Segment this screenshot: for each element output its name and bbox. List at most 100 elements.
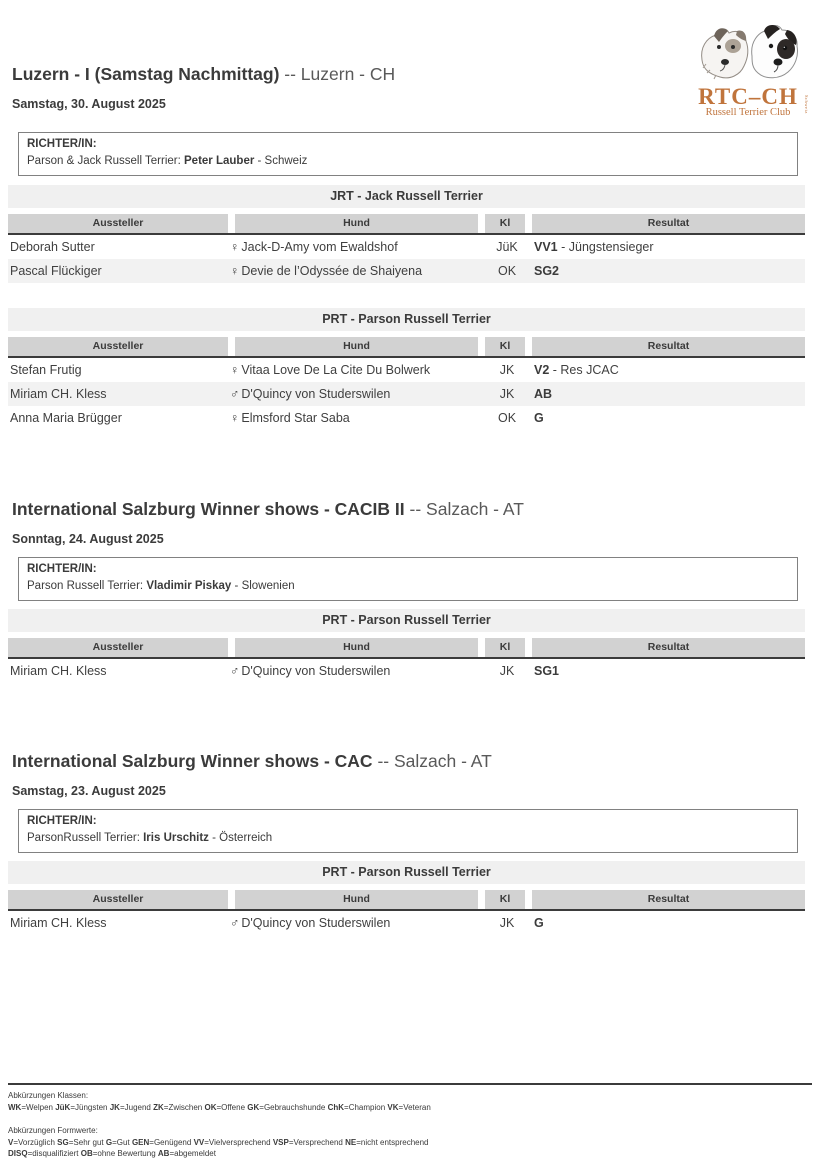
judge-breed: Parson & Jack Russell Terrier: bbox=[27, 155, 185, 167]
col-header-aussteller: Aussteller bbox=[8, 890, 228, 909]
show-title-name: International Salzburg Winner shows - CA… bbox=[12, 499, 405, 519]
class-abbr: OK bbox=[497, 264, 517, 278]
abbr-pair: GEN=Genügend bbox=[131, 1137, 192, 1147]
judge-country: - Schweiz bbox=[254, 155, 308, 167]
abbr-pair: DISQ=disqualifiziert bbox=[8, 1149, 79, 1158]
grades-line-2: DISQ=disqualifiziert OB=ohne Bewertung A… bbox=[8, 1148, 812, 1160]
result-grade: V2 bbox=[534, 363, 550, 377]
abbr-pair: AB=abgemeldet bbox=[157, 1149, 216, 1158]
dog-cell: ♂ D'Quincy von Studerswilen bbox=[230, 911, 480, 935]
sex-icon: ♀ bbox=[230, 411, 240, 425]
col-header-kl: Kl bbox=[485, 890, 525, 909]
result-cell: G bbox=[534, 406, 805, 430]
judge-breed: Parson Russell Terrier: bbox=[27, 580, 147, 592]
exhibitor-name: Miriam CH. Kless bbox=[10, 664, 107, 678]
results-table-jrt: JRT - Jack Russell Terrier Aussteller Hu… bbox=[8, 185, 805, 283]
col-header-hund: Hund bbox=[235, 890, 478, 909]
abbr-pair: ZK=Zwischen bbox=[153, 1102, 203, 1112]
judge-box: RICHTER/IN: Parson & Jack Russell Terrie… bbox=[18, 132, 798, 176]
judge-box: RICHTER/IN: Parson Russell Terrier: Vlad… bbox=[18, 557, 798, 601]
abbreviations-footer: Abkürzungen Klassen: WK=Welpen JüK=Jüngs… bbox=[8, 1083, 812, 1160]
result-grade: G bbox=[534, 916, 544, 930]
judge-label: RICHTER/IN: bbox=[27, 138, 97, 150]
col-header-resultat: Resultat bbox=[532, 638, 805, 657]
table-row: Pascal Flückiger ♀ Devie de l’Odyssée de … bbox=[8, 259, 805, 283]
dog-name: D'Quincy von Studerswilen bbox=[241, 664, 391, 678]
judge-line: Parson & Jack Russell Terrier: Peter Lau… bbox=[27, 153, 789, 170]
abbr-pair: WK=Welpen bbox=[8, 1102, 53, 1112]
judge-name: Iris Urschitz bbox=[143, 832, 209, 844]
result-grade: AB bbox=[534, 387, 553, 401]
dog-name: Devie de l’Odyssée de Shaiyena bbox=[241, 264, 423, 278]
abbr-pair: OK=Offene bbox=[204, 1102, 246, 1112]
col-header-hund: Hund bbox=[235, 337, 478, 356]
abbr-pair: VV=Vielversprechend bbox=[193, 1137, 271, 1147]
results-table-prt: PRT - Parson Russell Terrier Aussteller … bbox=[8, 308, 805, 430]
club-logo: RTC–CH Russell Terrier Club Schweiz bbox=[688, 22, 809, 118]
grades-label: Abkürzungen Formwerte: bbox=[8, 1126, 98, 1135]
judge-name: Peter Lauber bbox=[184, 155, 255, 167]
col-header-kl: Kl bbox=[485, 638, 525, 657]
show-title: International Salzburg Winner shows - CA… bbox=[12, 497, 820, 521]
result-suffix: - Jüngstensieger bbox=[557, 240, 654, 254]
table-column-header: Aussteller Hund Kl Resultat bbox=[8, 890, 805, 911]
judge-box: RICHTER/IN: ParsonRussell Terrier: Iris … bbox=[18, 809, 798, 853]
table-row: Miriam CH. Kless ♂ D'Quincy von Studerswi… bbox=[8, 911, 805, 935]
abbr-pair: V=Vorzüglich bbox=[8, 1137, 55, 1147]
show-title-location: -- Salzach - AT bbox=[377, 751, 492, 771]
judge-label: RICHTER/IN: bbox=[27, 815, 97, 827]
classes-label: Abkürzungen Klassen: bbox=[8, 1091, 89, 1100]
col-header-hund: Hund bbox=[235, 638, 478, 657]
result-cell: AB bbox=[534, 382, 805, 406]
dog-name: Jack-D-Amy vom Ewaldshof bbox=[241, 240, 398, 254]
dog-cell: ♀ Jack-D-Amy vom Ewaldshof bbox=[230, 235, 480, 259]
exhibitor-name: Pascal Flückiger bbox=[10, 264, 102, 278]
exhibitor-name: Miriam CH. Kless bbox=[10, 387, 107, 401]
dog-cell: ♂ D'Quincy von Studerswilen bbox=[230, 659, 480, 683]
table-row: Miriam CH. Kless ♂ D'Quincy von Studerswi… bbox=[8, 659, 805, 683]
judge-country: - Slowenien bbox=[231, 580, 295, 592]
dog-cell: ♀ Devie de l’Odyssée de Shaiyena bbox=[230, 259, 480, 283]
col-header-resultat: Resultat bbox=[532, 890, 805, 909]
results-table-prt: PRT - Parson Russell Terrier Aussteller … bbox=[8, 861, 805, 935]
show-title-location: -- Salzach - AT bbox=[409, 499, 524, 519]
judge-breed: ParsonRussell Terrier: bbox=[27, 832, 144, 844]
logo-side-text: Schweiz bbox=[804, 95, 809, 114]
grades-abbreviations: Abkürzungen Formwerte: V=Vorzüglich SG=S… bbox=[8, 1125, 812, 1160]
abbr-pair: ChK=Champion bbox=[327, 1102, 386, 1112]
result-grade: VV1 bbox=[534, 240, 558, 254]
logo-title: RTC–CH bbox=[698, 84, 798, 109]
class-abbr: JK bbox=[499, 664, 515, 678]
results-table-prt: PRT - Parson Russell Terrier Aussteller … bbox=[8, 609, 805, 683]
result-suffix: - Res JCAC bbox=[549, 363, 619, 377]
logo-subtitle: Russell Terrier Club Schweiz bbox=[688, 95, 809, 118]
show-title: International Salzburg Winner shows - CA… bbox=[12, 749, 820, 773]
result-grade: SG1 bbox=[534, 664, 560, 678]
dog-cell: ♀ Vitaa Love De La Cite Du Bolwerk bbox=[230, 358, 480, 382]
dog-cell: ♀ Elmsford Star Saba bbox=[230, 406, 480, 430]
dog-cell: ♂ D'Quincy von Studerswilen bbox=[230, 382, 480, 406]
breed-section-header: PRT - Parson Russell Terrier bbox=[8, 308, 805, 331]
class-abbr: JK bbox=[499, 363, 515, 377]
show-title-name: Luzern - I (Samstag Nachmittag) bbox=[12, 64, 280, 84]
grades-line-1: V=Vorzüglich SG=Sehr gut G=Gut GEN=Genüg… bbox=[8, 1137, 812, 1149]
dog-name: Elmsford Star Saba bbox=[241, 411, 350, 425]
show-title: Luzern - I (Samstag Nachmittag) -- Luzer… bbox=[12, 62, 820, 86]
sex-icon: ♂ bbox=[230, 664, 240, 678]
result-cell: SG1 bbox=[534, 659, 805, 683]
breed-section-header: PRT - Parson Russell Terrier bbox=[8, 861, 805, 884]
abbr-pair: SG=Sehr gut bbox=[57, 1137, 104, 1147]
breed-section-header: PRT - Parson Russell Terrier bbox=[8, 609, 805, 632]
exhibitor-name: Deborah Sutter bbox=[10, 240, 95, 254]
dog-name: D'Quincy von Studerswilen bbox=[241, 916, 391, 930]
abbr-pair: JK=Jugend bbox=[109, 1102, 151, 1112]
class-abbr: JK bbox=[499, 916, 515, 930]
class-abbr: JK bbox=[499, 387, 515, 401]
col-header-kl: Kl bbox=[485, 214, 525, 233]
class-abbr: OK bbox=[497, 411, 517, 425]
abbr-pair: G=Gut bbox=[105, 1137, 130, 1147]
col-header-kl: Kl bbox=[485, 337, 525, 356]
abbr-pair: VK=Veteran bbox=[387, 1102, 431, 1112]
table-column-header: Aussteller Hund Kl Resultat bbox=[8, 337, 805, 358]
judge-label: RICHTER/IN: bbox=[27, 563, 97, 575]
